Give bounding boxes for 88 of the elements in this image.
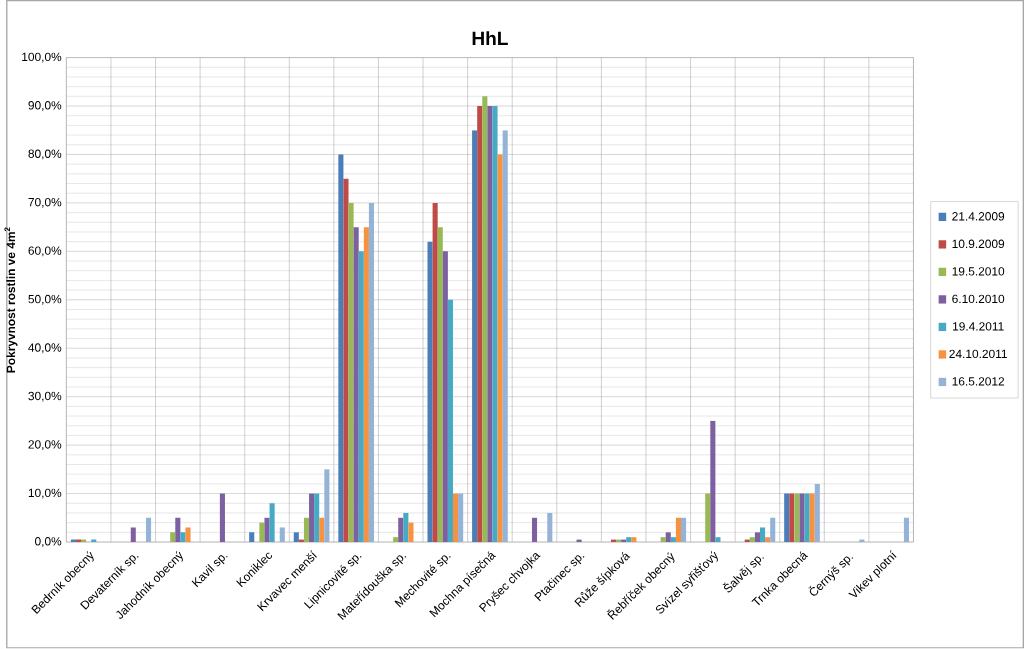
y-tick-label: 0,0%: [35, 537, 62, 548]
bar: [754, 532, 760, 543]
bar: [502, 130, 508, 543]
legend-label: 24.10.2011: [949, 349, 1007, 359]
y-tick-label: 100,0%: [22, 52, 62, 63]
legend-label: 19.5.2010: [952, 267, 1005, 276]
bar: [358, 251, 364, 543]
bar: [903, 518, 910, 543]
bar: [309, 493, 315, 543]
bar: [759, 527, 766, 543]
bar: [749, 537, 755, 543]
bar: [343, 178, 349, 543]
bar: [403, 513, 409, 543]
y-tick-label: 80,0%: [28, 149, 62, 160]
bar: [175, 518, 181, 543]
y-tick-label: 40,0%: [28, 343, 62, 354]
bar: [784, 493, 790, 543]
bar: [180, 532, 186, 543]
bar: [293, 532, 299, 543]
bar: [531, 518, 538, 543]
bar: [452, 493, 459, 543]
bar: [789, 493, 795, 543]
bar: [809, 493, 815, 543]
bar: [338, 154, 344, 543]
bar: [363, 227, 369, 543]
bar: [427, 241, 433, 543]
bar: [681, 518, 687, 543]
bar: [660, 537, 666, 543]
bar: [145, 518, 152, 543]
bar: [492, 106, 498, 543]
bar: [675, 518, 681, 543]
bar: [442, 251, 448, 543]
bar: [665, 532, 671, 543]
y-tick-label: 50,0%: [28, 295, 62, 305]
y-tick-label: 10,0%: [28, 488, 62, 499]
bar: [408, 522, 414, 543]
y-axis-title: Pokryvnost rostlin ve 4m$^{2}$: [4, 227, 18, 373]
bar: [279, 527, 285, 543]
legend-label: 10.9.2009: [952, 239, 1005, 249]
bar: [705, 493, 711, 543]
y-tick-label: 70,0%: [28, 198, 62, 209]
y-tick-label: 30,0%: [28, 391, 62, 402]
bar: [765, 537, 771, 543]
bar: [814, 484, 820, 543]
bar: [794, 493, 800, 543]
legend-label: 6.10.2010: [952, 294, 1005, 304]
bar: [482, 96, 488, 543]
bar: [437, 227, 443, 543]
bar: [472, 130, 478, 543]
bar: [393, 537, 399, 543]
legend-label: 21.4.2009: [952, 212, 1005, 221]
bar: [249, 532, 255, 543]
bar: [710, 421, 716, 543]
y-tick-label: 20,0%: [28, 440, 62, 451]
bar: [497, 154, 503, 543]
bar: [398, 518, 404, 543]
bar: [303, 518, 310, 543]
bar: [219, 493, 225, 543]
bar: [170, 532, 176, 543]
bar: [715, 537, 721, 543]
bar: [324, 469, 330, 543]
bar: [368, 203, 374, 543]
bar: [447, 300, 453, 543]
bar: [185, 527, 191, 543]
bar: [432, 203, 438, 543]
bar: [259, 522, 265, 543]
legend-label: 19.4.2011: [953, 322, 1004, 331]
bar: [770, 518, 776, 543]
bar: [477, 106, 483, 543]
y-tick-label: 60,0%: [28, 246, 62, 257]
bar: [547, 513, 553, 543]
bar: [353, 227, 359, 543]
bar: [804, 493, 810, 543]
bar: [631, 537, 637, 543]
chart-title: HhL: [472, 31, 508, 46]
bar: [799, 493, 805, 543]
bar: [264, 518, 270, 543]
bar: [670, 537, 676, 543]
bar: [319, 518, 325, 543]
legend-label: 16.5.2012: [952, 377, 1005, 386]
bar: [348, 203, 354, 543]
bar: [130, 527, 136, 543]
y-tick-label: 90,0%: [28, 101, 62, 112]
bar: [458, 493, 464, 543]
bar: [487, 106, 493, 543]
bar: [626, 537, 632, 543]
bar: [269, 503, 275, 543]
bar: [314, 493, 320, 543]
